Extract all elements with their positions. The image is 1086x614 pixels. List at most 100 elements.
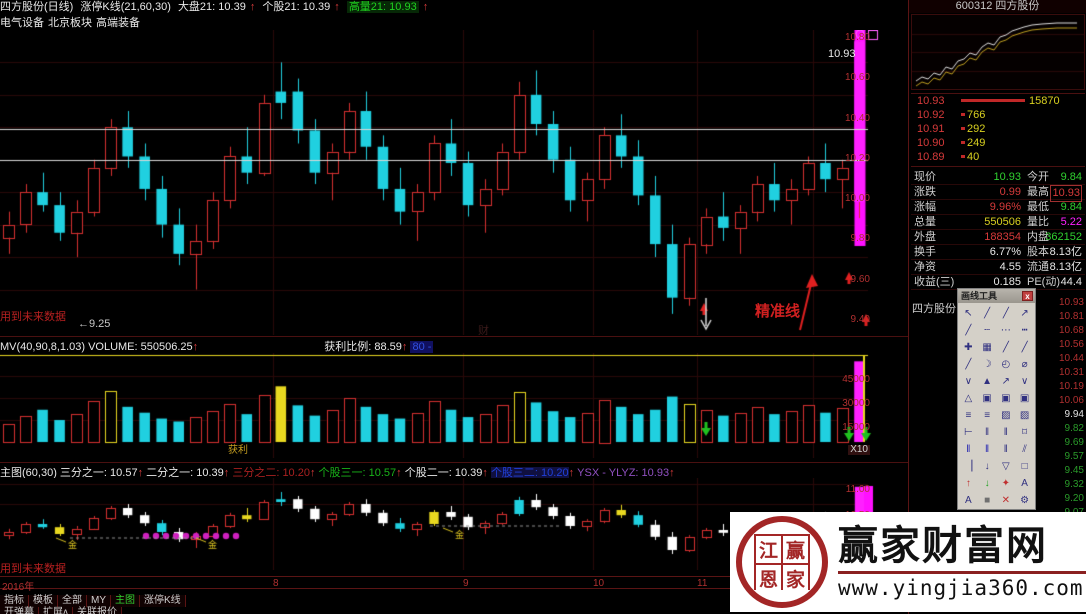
toolbar-button-关联报价[interactable]: 关联报价 [73,607,122,614]
line2-icon[interactable]: ╱ [1002,308,1009,319]
precision-line-annotation: 精准线 [755,303,801,320]
bid-row[interactable]: 10.90 249 [911,136,1085,150]
ladder-price: 10.19 [1058,381,1084,392]
down-mark-icon[interactable]: ↓ [984,478,990,489]
zigzag-icon[interactable]: ∨ [964,376,973,387]
up-mark-icon[interactable]: ↑ [965,478,971,489]
volume-axis-label: 30000 [842,398,870,409]
date-axis-label-4: 11 [697,578,708,589]
toolbar-button-指标[interactable]: 指标 [0,595,29,607]
volume-axis-unit: X10 [848,444,870,455]
cross-line-icon[interactable]: ✚ [964,342,973,353]
short-line-icon[interactable]: ╱ [965,325,972,336]
volume-axis-label: 15000 [842,422,870,433]
quote-stat-row: 现价 10.93 今开 9.84 [911,170,1085,185]
text-A2-icon[interactable]: A [965,495,972,506]
arrow-line-icon[interactable]: ↗ [1020,308,1029,319]
bid-row[interactable]: 10.89 40 [911,150,1085,164]
bid-row[interactable]: 10.92 766 [911,108,1085,122]
main-price-chart[interactable]: 10.93 ←9.25 精准线 财 用到未来数据 10.80 10.60 10.40… [0,30,908,335]
toolbar-button-扩屏ʌ[interactable]: 扩屏ʌ [39,607,73,614]
calendar-icon[interactable]: ▦ [982,342,992,353]
toolbar-button-涨停K线[interactable]: 涨停K线 [140,595,186,607]
gp-icon[interactable]: ▣ [982,393,992,404]
wave-icon[interactable]: ▲ [982,376,993,387]
drawing-tools-window[interactable]: 画线工具 x ↖ ╱ ╱ ↗ ╱ ┄ ⋯ ┅ ✚ ▦ ╱ ╱ ╱ ☽ ◴ ⌀ ∨ ▲ ↗ ∨ △ ▣ ▣ ▣ ≡ ≡ ▨ ▨ ⊢ ‖ ‖ ⌑ ‖… [957,288,1036,510]
toolbar-button-MY[interactable]: MY [87,595,111,607]
volume-chart[interactable]: MV(40,90,8,1.03) VOLUME: 550506.25↑ 获利比例… [0,336,908,461]
cursor-icon[interactable]: ↖ [964,308,973,319]
fan-icon[interactable]: ╱ [965,359,972,370]
price-ladder: 10.93 10.81 10.68 10.56 10.44 10.31 10.19 10.06… [1040,296,1084,520]
quote-panel[interactable]: 600312 四方股份 10.93 15870 10.92 766 10.91 292 10… [908,0,1086,614]
bid-row[interactable]: 10.93 15870 [911,94,1085,108]
toolbar-button-主图[interactable]: 主图 [111,595,140,607]
fib-grid-icon[interactable]: ▨ [1019,410,1030,421]
bid-price: 10.91 [917,123,945,135]
ellipse-icon[interactable]: ⌀ [1021,359,1028,370]
stat-value: 550506 [984,216,1021,228]
dashdot-line-icon[interactable]: ┅ [1021,325,1028,336]
toolbar-button-全部[interactable]: 全部 [58,595,87,607]
delete-icon[interactable]: ✕ [1001,495,1011,506]
intraday-mini-chart[interactable] [911,14,1085,90]
stat-key: 总量 [914,216,936,228]
bid-ask-ladder[interactable]: 10.93 15870 10.92 766 10.91 292 10.90 249 10.89 4… [911,93,1085,167]
stat-value: 0.99 [999,186,1021,198]
parallel2-icon[interactable]: ╱ [1021,342,1028,353]
ga-icon[interactable]: ▣ [1001,393,1011,404]
ladder-price: 9.20 [1064,493,1084,504]
broom-icon[interactable]: ▕ [964,461,973,472]
stat-key: 涨幅 [914,201,936,213]
gc-icon[interactable]: ▣ [1019,393,1030,404]
sector-tag-1[interactable]: 北京板块 [48,17,92,29]
line-icon[interactable]: ╱ [984,308,991,319]
down-arrow-icon[interactable]: ↓ [984,461,990,472]
cycle-icon[interactable]: ‖ [966,444,971,455]
bracket-icon[interactable]: ⊢ [964,427,973,438]
close-icon[interactable]: x [1022,291,1033,301]
stat-key: 收益(三) [914,276,955,288]
speed-icon[interactable]: ⫽ [1022,444,1027,455]
cycle2-icon[interactable]: ‖ [985,444,990,455]
toolbar-row-2[interactable]: 开弹幕 扩屏ʌ 关联报价 [0,602,908,614]
triangle-icon[interactable]: ▽ [1002,461,1010,472]
cycle3-icon[interactable]: ‖ [1003,444,1008,455]
star-mark-icon[interactable]: ✦ [1001,478,1011,489]
peak-icon[interactable]: ∨ [1020,376,1029,387]
fib-fan-icon[interactable]: ▨ [1001,410,1011,421]
circle-icon[interactable]: ◴ [1001,359,1011,370]
gann-icon[interactable]: ⌑ [1022,427,1028,438]
stat-value: 5.22 [1060,216,1082,228]
trend-icon[interactable]: ↗ [1001,376,1011,387]
quote-stats-table: 现价 10.93 今开 9.84 涨跌 0.99 最高 10.93 涨幅 9.96% 最低 9.84 总… [911,170,1085,290]
bid-price: 10.89 [917,151,945,163]
bars2-icon[interactable]: ‖ [1003,427,1008,438]
date-axis-label-3: 10 [593,578,605,589]
sub-chart[interactable]: 主图(60,30) 三分之一: 10.57↑ 二分之一: 10.39↑ 三分之二… [0,462,908,576]
text-A-icon[interactable]: A [1021,478,1028,489]
sector-tag-0[interactable]: 电气设备 [0,17,44,29]
stat-key: 换手 [914,246,936,258]
arc-icon[interactable]: ☽ [982,359,992,370]
fill-icon[interactable]: ■ [984,495,991,506]
fib-level2-icon[interactable]: ≡ [984,410,991,421]
parallel-icon[interactable]: ╱ [1002,342,1009,353]
rect-icon[interactable]: □ [1021,461,1028,472]
dash-line-icon[interactable]: ┄ [984,325,991,336]
seal-char-0: 江 [756,536,781,563]
settings-icon[interactable]: ⚙ [1020,495,1030,506]
drawing-tools-titlebar[interactable]: 画线工具 x [958,289,1035,303]
bars-icon[interactable]: ‖ [985,427,990,438]
dot-line-icon[interactable]: ⋯ [1000,325,1011,336]
price-axis-label: 9.80 [850,233,870,245]
toolbar-row-1[interactable]: 指标 模板 全部 MY 主图 涨停K线 [0,590,908,607]
mountain-icon[interactable]: △ [964,393,973,404]
toolbar-button-模板[interactable]: 模板 [29,595,58,607]
fib-level-icon[interactable]: ≡ [965,410,972,421]
bid-volume: 15870 [1029,95,1060,107]
bid-row[interactable]: 10.91 292 [911,122,1085,136]
toolbar-button-开弹幕[interactable]: 开弹幕 [0,607,39,614]
sector-tag-2[interactable]: 高端装备 [96,17,140,29]
drawing-tools-grid[interactable]: ↖ ╱ ╱ ↗ ╱ ┄ ⋯ ┅ ✚ ▦ ╱ ╱ ╱ ☽ ◴ ⌀ ∨ ▲ ↗ ∨ △ ▣ ▣ ▣ ≡ ≡ ▨ ▨ ⊢ ‖ ‖ ⌑ ‖ ‖ ‖ ⫽ ▕ ↓ ▽ □… [958,303,1035,511]
